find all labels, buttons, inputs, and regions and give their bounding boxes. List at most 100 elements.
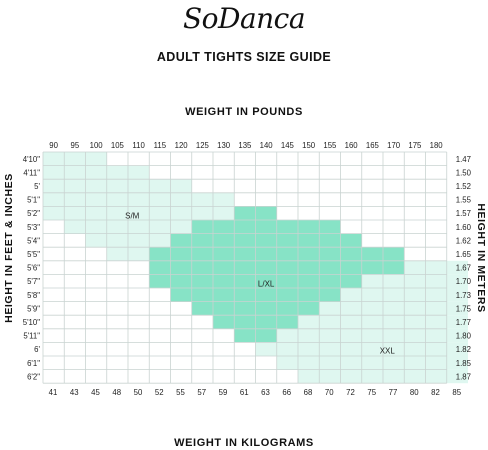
cell-lxl [149, 274, 171, 288]
height-ft-tick-label: 4'10" [23, 155, 40, 164]
cell-lxl [234, 274, 256, 288]
zone-label-lxl: L/XL [258, 280, 275, 289]
height-ft-tick-label: 5'8" [27, 291, 40, 300]
cell-xxl [319, 369, 341, 384]
cell-sm [85, 233, 107, 248]
cell-lxl [255, 315, 277, 329]
height-ft-tick-label: 6'2" [27, 372, 40, 381]
cell-lxl [383, 247, 405, 261]
cell-sm [170, 206, 192, 220]
cell-sm [128, 206, 150, 220]
cell-lxl [213, 247, 235, 261]
cell-lxl [191, 288, 213, 302]
cell-xxl [446, 260, 468, 275]
height-m-tick-label: 1.85 [456, 359, 472, 368]
cell-sm [106, 247, 128, 261]
height-ft-tick-label: 5'10" [23, 318, 40, 327]
cell-sm [43, 206, 65, 220]
cell-xxl [425, 315, 447, 329]
cell-xxl [446, 288, 468, 302]
cell-xxl [255, 342, 277, 356]
height-ft-tick-label: 5'2" [27, 209, 40, 218]
cell-lxl [383, 260, 405, 275]
height-ft-tick-label: 5'3" [27, 223, 40, 232]
kilogram-tick-label: 70 [325, 388, 334, 397]
cell-lxl [276, 301, 298, 316]
cell-lxl [213, 220, 235, 234]
kilogram-tick-label: 52 [155, 388, 164, 397]
cell-lxl [255, 233, 277, 248]
zone-label-xxl: XXL [380, 346, 396, 355]
kilogram-tick-label: 63 [261, 388, 270, 397]
zone-label-sm: S/M [125, 212, 140, 221]
cell-xxl [404, 315, 426, 329]
cell-lxl [276, 274, 298, 288]
cell-lxl [319, 260, 341, 275]
cell-sm [106, 192, 128, 207]
kilogram-tick-label: 48 [112, 388, 121, 397]
pound-tick-label: 150 [302, 141, 316, 150]
pound-tick-label: 135 [238, 141, 252, 150]
cell-sm [128, 233, 150, 248]
height-m-tick-label: 1.47 [456, 155, 471, 164]
height-ft-tick-label: 5'1" [27, 196, 40, 205]
cell-sm [149, 233, 171, 248]
cell-xxl [383, 274, 405, 288]
cell-sm [128, 179, 150, 193]
cell-lxl [255, 220, 277, 234]
cell-lxl [191, 301, 213, 316]
kilogram-tick-label: 82 [431, 388, 440, 397]
cell-xxl [361, 356, 383, 370]
height-m-tick-label: 1.75 [456, 304, 472, 313]
kilogram-tick-label: 72 [346, 388, 355, 397]
cell-xxl [425, 288, 447, 302]
cell-lxl [234, 233, 256, 248]
cell-sm [128, 192, 150, 207]
cell-xxl [361, 301, 383, 316]
cell-xxl [404, 288, 426, 302]
cell-sm [64, 179, 86, 193]
pound-tick-label: 170 [387, 141, 401, 150]
cell-lxl [191, 247, 213, 261]
cell-xxl [319, 328, 341, 343]
cell-sm [213, 206, 235, 220]
cell-sm [85, 220, 107, 234]
cell-lxl [276, 220, 298, 234]
cell-xxl [298, 356, 320, 370]
cell-xxl [319, 315, 341, 329]
pound-tick-label: 155 [323, 141, 337, 150]
pound-tick-label: 105 [111, 141, 125, 150]
height-m-tick-label: 1.50 [456, 168, 472, 177]
height-m-tick-label: 1.82 [456, 345, 471, 354]
cell-lxl [234, 247, 256, 261]
cell-sm [43, 152, 65, 166]
cell-xxl [404, 301, 426, 316]
cell-lxl [255, 274, 277, 288]
height-m-tick-label: 1.65 [456, 250, 472, 259]
pound-tick-label: 175 [408, 141, 422, 150]
cell-lxl [276, 315, 298, 329]
cell-xxl [340, 315, 362, 329]
pound-tick-label: 110 [132, 141, 145, 150]
cell-sm [85, 179, 107, 193]
cell-xxl [340, 288, 362, 302]
cell-xxl [340, 301, 362, 316]
kilogram-tick-label: 61 [240, 388, 249, 397]
cell-lxl [319, 233, 341, 248]
cell-xxl [383, 356, 405, 370]
cell-xxl [383, 315, 405, 329]
cell-lxl [298, 274, 320, 288]
cell-sm [43, 192, 65, 207]
cell-lxl [276, 260, 298, 275]
kilogram-tick-label: 59 [219, 388, 228, 397]
cell-lxl [319, 220, 341, 234]
height-ft-tick-label: 6' [34, 345, 40, 354]
height-ft-tick-label: 5'6" [27, 264, 40, 273]
cell-xxl [383, 328, 405, 343]
cell-lxl [255, 328, 277, 343]
kilogram-tick-label: 57 [197, 388, 206, 397]
cell-xxl [276, 356, 298, 370]
cell-lxl [298, 247, 320, 261]
cell-lxl [170, 274, 192, 288]
cell-xxl [383, 342, 405, 356]
